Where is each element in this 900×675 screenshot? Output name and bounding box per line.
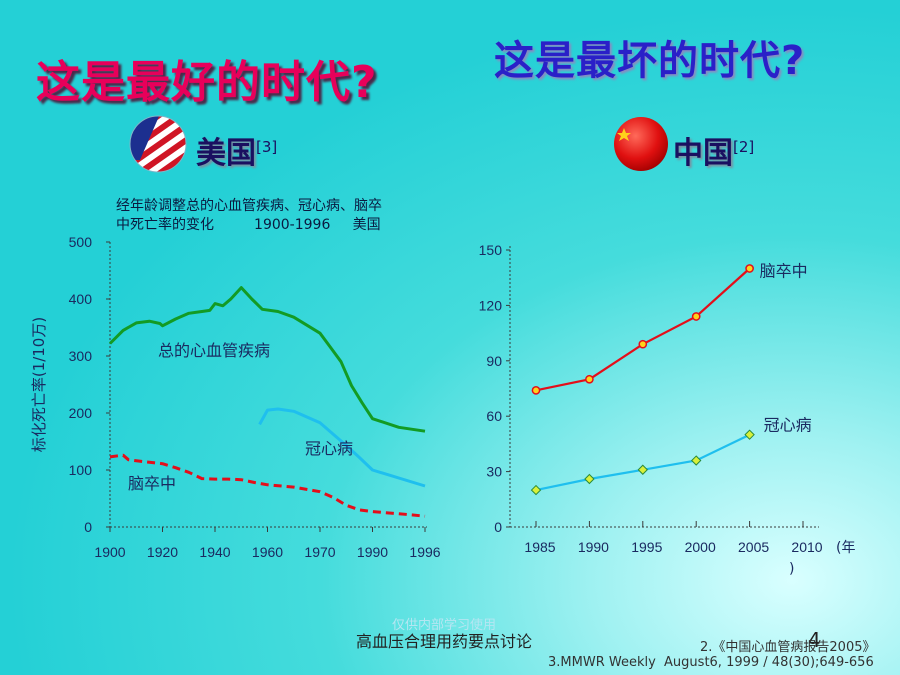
usa-x-tick-label: 1960 bbox=[252, 544, 283, 560]
page-number: 4 bbox=[808, 628, 821, 652]
china-stroke-point bbox=[691, 312, 701, 321]
title-best-era: 这是最好的时代? bbox=[36, 57, 378, 108]
usa-y-tick-label: 400 bbox=[69, 291, 93, 307]
china-chd-point bbox=[530, 484, 542, 496]
china-series-label: 冠心病 bbox=[764, 416, 812, 435]
china-chd-point bbox=[584, 473, 595, 485]
china-y-tick-label: 30 bbox=[486, 464, 502, 480]
china-chd-point bbox=[744, 429, 755, 440]
china-stroke-point bbox=[531, 385, 541, 395]
china-x-tick-label: 1990 bbox=[578, 539, 609, 555]
china-y-tick-label: 150 bbox=[479, 242, 503, 258]
china-y-tick-label: 0 bbox=[494, 519, 502, 535]
usa-x-tick-label: 1900 bbox=[94, 544, 125, 560]
china-x-tick-label: 2005 bbox=[738, 539, 769, 555]
reference-2: 2.《中国心血管病报告2005》 bbox=[700, 640, 876, 655]
china-stroke-point bbox=[638, 339, 648, 349]
china-x-unit-label-tail: ) bbox=[789, 561, 794, 577]
usa-label-text: 美国 bbox=[196, 136, 256, 171]
china-y-tick-label: 120 bbox=[479, 297, 503, 313]
china-series-label: 脑卒中 bbox=[760, 261, 808, 280]
usa-label: 美国[3] bbox=[196, 128, 277, 172]
china-series-line bbox=[535, 433, 751, 492]
usa-series-label: 脑卒中 bbox=[128, 474, 176, 493]
usa-y-axis-label: 标化死亡率(1/10万) bbox=[30, 317, 48, 452]
usa-chart-caption: 经年龄调整总的心血管疾病、冠心病、脑卒 中死亡率的变化 1900-1996 美国 bbox=[116, 197, 382, 235]
usa-series-line bbox=[109, 453, 426, 518]
china-x-tick-label: 2000 bbox=[685, 539, 716, 555]
usa-series-label: 总的心血管疾病 bbox=[158, 341, 270, 360]
usa-series-line bbox=[258, 407, 426, 488]
china-x-tick-label: 1985 bbox=[524, 539, 555, 555]
usa-y-tick-label: 100 bbox=[69, 462, 93, 478]
china-series-line bbox=[535, 267, 751, 392]
china-x-tick-label: 1995 bbox=[631, 539, 662, 555]
china-stroke-point bbox=[585, 374, 594, 384]
china-y-tick-label: 90 bbox=[486, 353, 502, 369]
usa-y-tick-label: 200 bbox=[69, 405, 93, 421]
watermark: 仅供内部学习使用 bbox=[392, 618, 497, 633]
china-y-tick-label: 60 bbox=[486, 408, 502, 424]
caption-line-1: 经年龄调整总的心血管疾病、冠心病、脑卒 bbox=[116, 198, 382, 214]
usa-x-tick-label: 1920 bbox=[147, 544, 178, 560]
usa-x-tick-label: 1996 bbox=[409, 544, 440, 560]
footer-topic: 高血压合理用药要点讨论 bbox=[356, 632, 533, 651]
usa-y-tick-label: 300 bbox=[69, 348, 93, 364]
usa-x-tick-label: 1970 bbox=[304, 544, 335, 560]
caption-line-2: 中死亡率的变化 1900-1996 美国 bbox=[116, 217, 381, 233]
china-label: 中国[2] bbox=[673, 128, 754, 172]
usa-y-tick-label: 0 bbox=[84, 519, 92, 535]
china-x-unit-label: (年 bbox=[836, 540, 855, 556]
china-x-tick-label: 2010 bbox=[791, 539, 822, 555]
usa-y-tick-label: 500 bbox=[69, 234, 93, 250]
china-chd-point bbox=[690, 455, 702, 466]
china-ref: [2] bbox=[733, 138, 755, 156]
usa-ref: [3] bbox=[256, 138, 278, 156]
title-worst-era: 这是最坏的时代? bbox=[494, 38, 806, 84]
usa-series-label: 冠心病 bbox=[305, 439, 353, 458]
reference-3: 3.MMWR Weekly August6, 1999 / 48(30);649… bbox=[548, 655, 874, 670]
china-stroke-point bbox=[745, 264, 754, 273]
usa-x-tick-label: 1990 bbox=[357, 544, 388, 560]
china-chd-point bbox=[637, 464, 649, 475]
usa-x-tick-label: 1940 bbox=[199, 544, 230, 560]
china-label-text: 中国 bbox=[673, 136, 733, 171]
usa-series-line bbox=[108, 286, 426, 433]
